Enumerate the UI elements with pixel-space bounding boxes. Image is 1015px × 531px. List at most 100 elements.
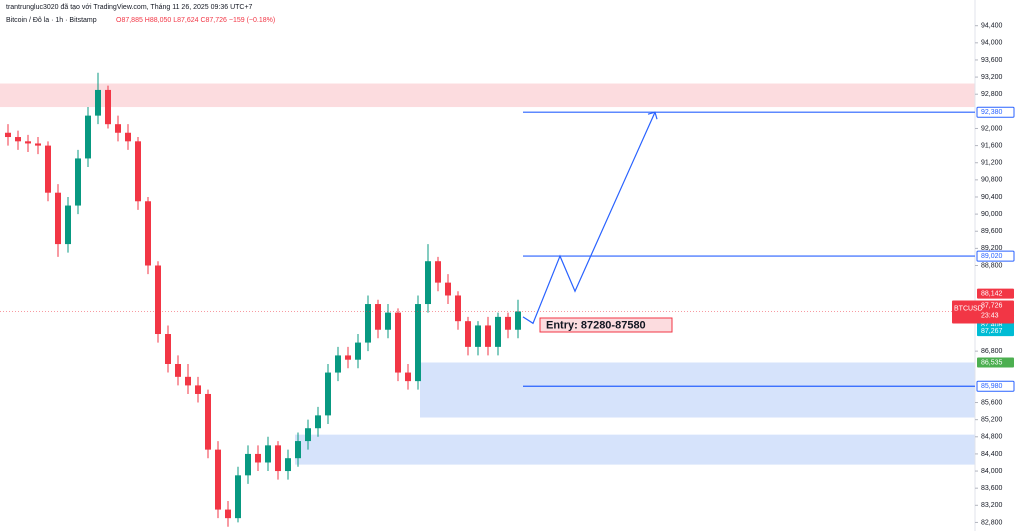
entry-box — [539, 317, 673, 333]
candle-body — [425, 261, 431, 305]
candle-body — [285, 458, 291, 472]
candle-body — [155, 265, 161, 335]
candle-body — [235, 475, 241, 519]
candle-body — [215, 449, 221, 510]
candle-body — [75, 158, 81, 206]
candle-body — [495, 316, 501, 347]
price-badge — [977, 357, 1014, 368]
ohlc-line: O87,885 H88,050 L87,624 C87,726 −159 (−0… — [116, 17, 275, 24]
price-badge-label: 88,142 — [981, 291, 1003, 298]
candle-body — [485, 325, 491, 347]
projection-path — [522, 111, 656, 325]
y-tick-label: 89,200 — [981, 245, 1003, 252]
y-tick-label: 84,800 — [981, 434, 1003, 441]
y-tick-label: 86,800 — [981, 348, 1003, 355]
candle-body — [455, 295, 461, 322]
candle-body — [145, 201, 151, 266]
y-tick-label: 84,400 — [981, 451, 1003, 458]
y-tick-label: 90,000 — [981, 211, 1003, 218]
candle-body — [475, 325, 481, 347]
candle-body — [175, 363, 181, 377]
y-tick-label: 88,800 — [981, 262, 1003, 269]
candle-body — [225, 509, 231, 519]
attribution: trantrungluc3020 đã tạo với TradingView.… — [6, 4, 253, 11]
y-tick-label: 90,400 — [981, 194, 1003, 201]
candle-body — [25, 141, 31, 144]
y-tick-label: 92,000 — [981, 125, 1003, 132]
last-badge-price: 87,726 — [981, 302, 1003, 309]
zone — [420, 362, 975, 418]
y-tick-label: 92,800 — [981, 91, 1003, 98]
candle-body — [375, 304, 381, 330]
candle-body — [15, 137, 21, 142]
candle-body — [415, 304, 421, 382]
candle-body — [435, 261, 441, 283]
candle-body — [195, 385, 201, 394]
price-badge-label: 86,535 — [981, 359, 1003, 366]
arrow-head — [647, 111, 658, 120]
candle-body — [165, 334, 171, 364]
candle-body — [95, 89, 101, 116]
level-badge — [976, 250, 1015, 262]
candle-body — [275, 445, 281, 472]
last-badge — [952, 300, 1014, 324]
y-tick-label: 83,600 — [981, 485, 1003, 492]
candle-body — [55, 192, 61, 245]
price-badge-label: 87,408 — [981, 322, 1003, 329]
zone — [295, 434, 975, 465]
candle-body — [515, 311, 521, 330]
y-tick-label: 91,200 — [981, 160, 1003, 167]
y-tick-label: 85,200 — [981, 417, 1003, 424]
y-tick-label: 93,200 — [981, 74, 1003, 81]
candle-body — [315, 415, 321, 429]
candle-body — [265, 445, 271, 463]
y-tick-label: 91,600 — [981, 142, 1003, 149]
y-tick-label: 85,600 — [981, 399, 1003, 406]
y-tick-label: 83,200 — [981, 502, 1003, 509]
candle-body — [65, 205, 71, 245]
y-tick-label: 94,400 — [981, 23, 1003, 30]
last-badge-countdown: 23:43 — [981, 312, 999, 319]
candle-body — [35, 143, 41, 146]
candle-body — [465, 321, 471, 347]
candle-body — [105, 89, 111, 125]
price-badge-label: 87,267 — [981, 328, 1003, 335]
candle-body — [405, 372, 411, 382]
level-badge — [976, 380, 1015, 392]
level-label: 85,980 — [981, 383, 1003, 390]
candle-body — [205, 393, 211, 450]
price-badge — [977, 326, 1014, 337]
candle-body — [125, 132, 131, 142]
candle-body — [355, 342, 361, 360]
y-tick-label: 94,000 — [981, 40, 1003, 47]
candle-body — [335, 355, 341, 373]
candle-body — [365, 304, 371, 343]
candle-body — [385, 312, 391, 330]
level-badge — [976, 106, 1015, 118]
level-label: 89,020 — [981, 253, 1003, 260]
zone — [0, 83, 975, 108]
candle-body — [45, 145, 51, 193]
candle-body — [325, 372, 331, 416]
candle-body — [85, 115, 91, 159]
y-tick-label: 84,000 — [981, 468, 1003, 475]
candle-body — [445, 282, 451, 296]
candle-body — [305, 428, 311, 442]
last-badge-symbol: BTCUSD — [954, 305, 983, 312]
candle-body — [295, 441, 301, 459]
candle-body — [395, 312, 401, 373]
y-tick-label: 93,600 — [981, 57, 1003, 64]
candle-body — [345, 355, 351, 360]
candle-body — [135, 141, 141, 202]
price-badge — [977, 288, 1014, 299]
level-label: 92,380 — [981, 109, 1003, 116]
y-tick-label: 82,800 — [981, 519, 1003, 526]
candle-body — [5, 132, 11, 138]
y-tick-label: 89,600 — [981, 228, 1003, 235]
y-tick-label: 90,800 — [981, 177, 1003, 184]
candle-body — [255, 453, 261, 463]
candle-body — [115, 124, 121, 133]
candle-body — [505, 316, 511, 330]
entry-label: Entry: 87280-87580 — [546, 319, 646, 331]
